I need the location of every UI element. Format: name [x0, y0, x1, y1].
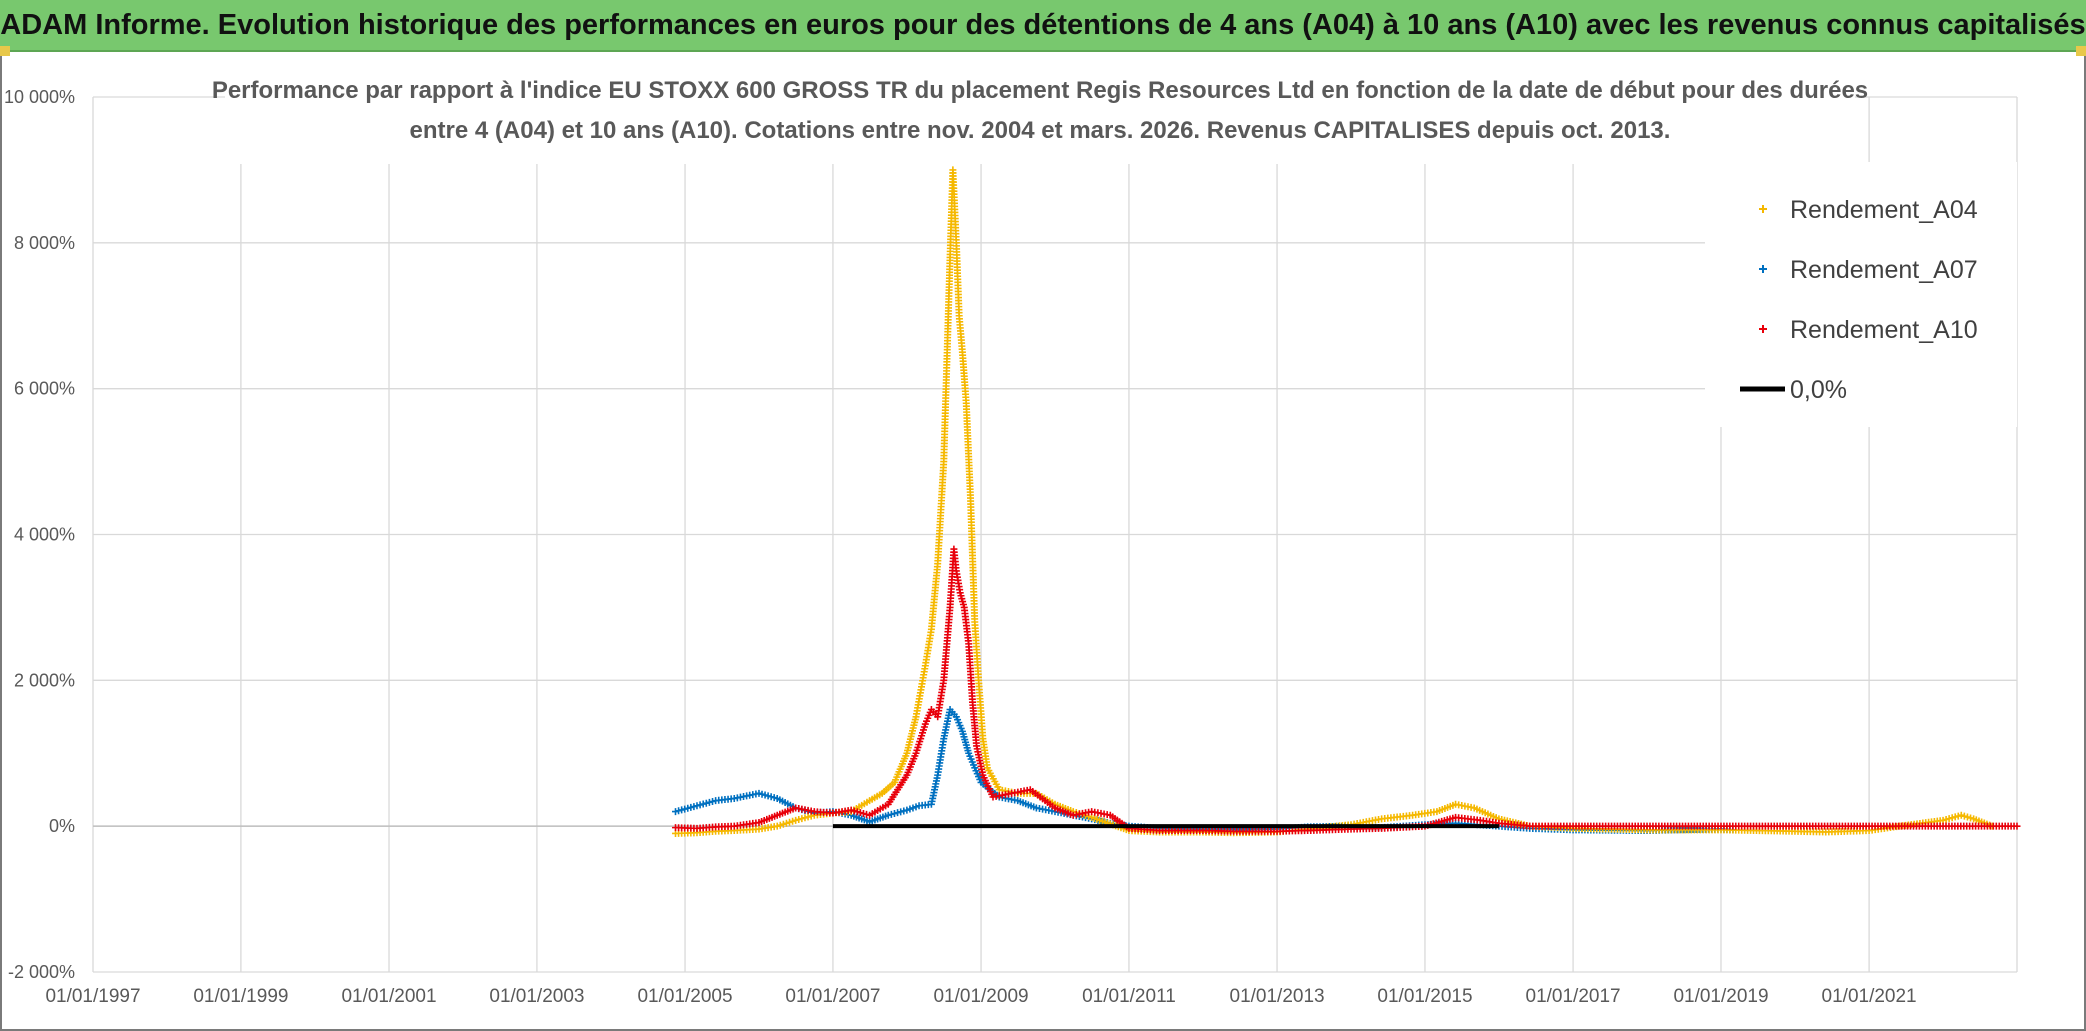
legend-marker [1759, 205, 1767, 213]
y-tick-label: 8 000% [14, 233, 75, 253]
legend-label: Rendement_A10 [1790, 316, 1978, 344]
data-point [2013, 822, 2021, 830]
legend-marker [1759, 325, 1767, 333]
x-tick-label: 01/01/1999 [193, 986, 288, 1007]
y-tick-label: -2 000% [8, 962, 75, 982]
chart-canvas: -2 000% 0% 2 000% 4 000% 6 000% 8 000% 10 000%… [4, 60, 2021, 1007]
chart-title-background [225, 60, 1855, 164]
chart-title-line: Performance par rapport à l'indice EU ST… [212, 77, 1868, 104]
chart-title-line: entre 4 (A04) et 10 ans (A10). Cotations… [410, 117, 1671, 144]
corner-accent [0, 46, 10, 56]
x-tick-label: 01/01/2011 [1082, 986, 1176, 1007]
series-a10 [672, 545, 2021, 835]
y-tick-label: 0% [49, 816, 75, 836]
legend-label: 0,0% [1790, 376, 1847, 404]
x-tick-label: 01/01/2017 [1526, 986, 1621, 1007]
report-banner: ADAM Informe. Evolution historique des p… [0, 0, 2086, 52]
y-axis-ticks: -2 000% 0% 2 000% 4 000% 6 000% 8 000% 10 000% [4, 87, 75, 982]
corner-accent [2076, 46, 2086, 56]
x-tick-label: 01/01/2015 [1377, 986, 1472, 1007]
x-tick-label: 01/01/2001 [341, 986, 436, 1007]
x-tick-label: 01/01/2003 [489, 986, 584, 1007]
y-tick-label: 10 000% [4, 87, 75, 107]
x-tick-label: 01/01/2007 [785, 986, 880, 1007]
legend: Rendement_A04 Rendement_A07 Rendement_A10 0… [1705, 162, 2017, 427]
x-tick-label: 01/01/1997 [45, 986, 140, 1007]
series-a04 [672, 166, 1996, 837]
y-tick-label: 2 000% [14, 670, 75, 690]
x-tick-label: 01/01/2005 [637, 986, 732, 1007]
legend-label: Rendement_A04 [1790, 196, 1978, 224]
chart-title: Performance par rapport à l'indice EU ST… [212, 60, 1868, 164]
x-tick-label: 01/01/2021 [1822, 986, 1917, 1007]
data-points [672, 166, 2021, 837]
y-tick-label: 6 000% [14, 379, 75, 399]
x-tick-label: 01/01/2013 [1230, 986, 1325, 1007]
report-title: ADAM Informe. Evolution historique des p… [0, 8, 2086, 41]
x-tick-label: 01/01/2019 [1673, 986, 1768, 1007]
legend-marker [1759, 265, 1767, 273]
x-tick-label: 01/01/2009 [933, 986, 1028, 1007]
y-tick-label: 4 000% [14, 525, 75, 545]
x-axis-ticks: 01/01/1997 01/01/1999 01/01/2001 01/01/2003… [45, 986, 1916, 1007]
series-a07 [672, 706, 1737, 835]
legend-background [1705, 162, 2017, 427]
legend-label: Rendement_A07 [1790, 256, 1978, 284]
